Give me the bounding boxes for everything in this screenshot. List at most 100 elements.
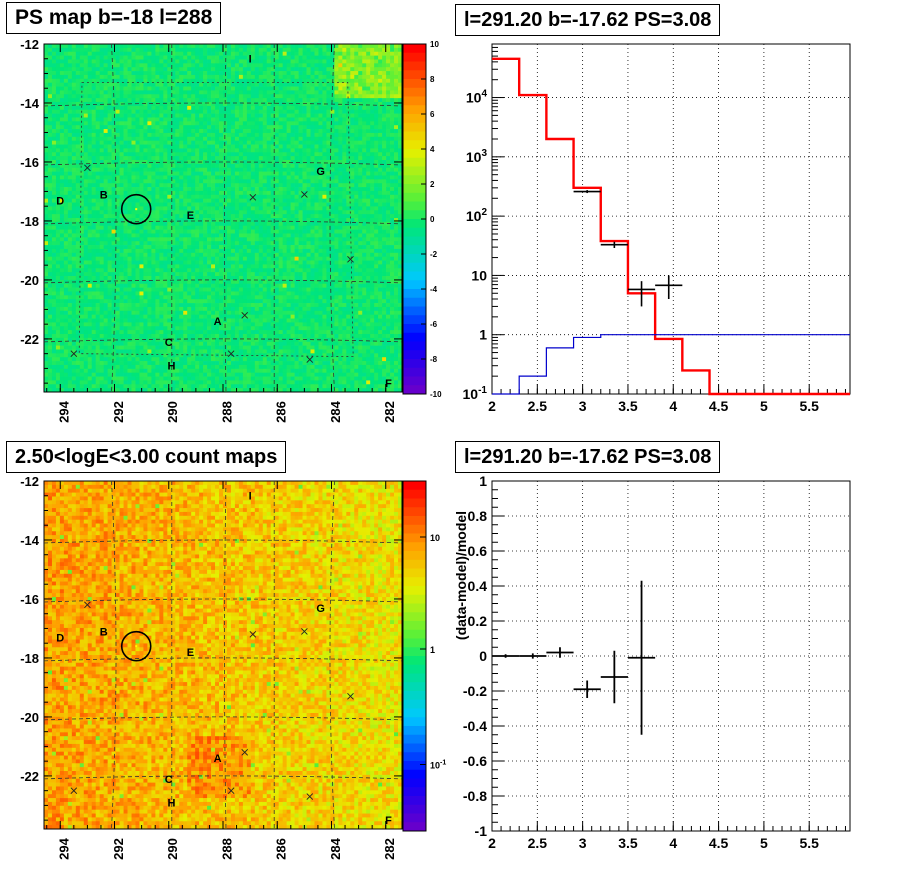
heatmap-cell	[120, 152, 124, 156]
heatmap-cell	[183, 380, 187, 384]
heatmap-cell	[135, 106, 139, 110]
heatmap-cell	[128, 90, 132, 94]
heatmap-cell	[215, 191, 219, 195]
heatmap-cell	[132, 342, 136, 346]
heatmap-cell	[255, 168, 259, 172]
heatmap-cell	[203, 203, 207, 207]
heatmap-cell	[147, 44, 151, 48]
heatmap-cell	[215, 114, 219, 118]
heatmap-cell	[147, 245, 151, 249]
heatmap-cell	[235, 52, 239, 56]
heatmap-cell	[104, 56, 108, 60]
heatmap-cell	[76, 148, 80, 152]
heatmap-cell	[203, 114, 207, 118]
heatmap-cell	[211, 133, 215, 137]
heatmap-cell	[132, 268, 136, 272]
heatmap-cell	[163, 322, 167, 326]
heatmap-cell	[100, 299, 104, 303]
heatmap-cell	[231, 218, 235, 222]
heatmap-cell	[139, 384, 143, 388]
heatmap-cell	[199, 322, 203, 326]
heatmap-cell	[143, 87, 147, 91]
heatmap-cell	[112, 114, 116, 118]
heatmap-cell	[56, 52, 60, 56]
heatmap-cell	[100, 361, 104, 365]
heatmap-cell	[231, 63, 235, 67]
heatmap-cell	[56, 377, 60, 381]
heatmap-cell	[263, 152, 267, 156]
heatmap-cell	[199, 48, 203, 52]
heatmap-cell	[207, 334, 211, 338]
heatmap-cell	[108, 117, 112, 121]
heatmap-cell	[179, 156, 183, 160]
heatmap-cell	[76, 48, 80, 52]
heatmap-cell	[92, 168, 96, 172]
heatmap-cell	[132, 71, 136, 75]
heatmap-cell	[84, 148, 88, 152]
heatmap-cell	[76, 172, 80, 176]
heatmap-cell	[128, 63, 132, 67]
heatmap-cell	[72, 291, 76, 295]
heatmap-cell	[251, 369, 255, 373]
heatmap-cell	[223, 230, 227, 234]
heatmap-cell	[191, 90, 195, 94]
heatmap-cell	[183, 125, 187, 129]
heatmap-cell	[179, 106, 183, 110]
heatmap-cell	[104, 311, 108, 315]
heatmap-cell	[60, 272, 64, 276]
heatmap-cell	[124, 110, 128, 114]
heatmap-cell	[211, 214, 215, 218]
heatmap-cell	[96, 276, 100, 280]
heatmap-cell	[223, 268, 227, 272]
heatmap-cell	[80, 164, 84, 168]
heatmap-cell	[112, 175, 116, 179]
heatmap-cell	[187, 145, 191, 149]
heatmap-cell	[259, 129, 263, 133]
heatmap-cell	[203, 56, 207, 60]
heatmap-cell	[88, 288, 92, 292]
heatmap-cell	[199, 63, 203, 67]
heatmap-cell	[199, 164, 203, 168]
heatmap-cell	[183, 148, 187, 152]
heatmap-cell	[84, 311, 88, 315]
heatmap-cell	[247, 361, 251, 365]
heatmap-cell	[203, 233, 207, 237]
heatmap-cell	[227, 257, 231, 261]
heatmap-cell	[143, 156, 147, 160]
heatmap-cell	[64, 377, 68, 381]
heatmap-cell	[175, 377, 179, 381]
heatmap-cell	[132, 210, 136, 214]
heatmap-cell	[116, 175, 120, 179]
heatmap-cell	[80, 52, 84, 56]
heatmap-cell	[92, 303, 96, 307]
heatmap-cell	[116, 63, 120, 67]
heatmap-cell	[100, 237, 104, 241]
heatmap-cell	[44, 59, 48, 63]
heatmap-cell	[235, 361, 239, 365]
heatmap-cell	[199, 330, 203, 334]
heatmap-cell	[88, 233, 92, 237]
heatmap-cell	[92, 148, 96, 152]
heatmap-cell	[104, 90, 108, 94]
heatmap-cell	[96, 349, 100, 353]
heatmap-cell	[219, 214, 223, 218]
heatmap-cell	[44, 187, 48, 191]
heatmap-cell	[219, 52, 223, 56]
heatmap-cell	[76, 241, 80, 245]
heatmap-cell	[215, 257, 219, 261]
heatmap-cell	[108, 311, 112, 315]
heatmap-cell	[151, 222, 155, 226]
heatmap-cell	[251, 264, 255, 268]
heatmap-cell	[179, 338, 183, 342]
heatmap-cell	[139, 203, 143, 207]
heatmap-cell	[56, 59, 60, 63]
heatmap-cell	[44, 168, 48, 172]
heatmap-cell	[124, 125, 128, 129]
heatmap-cell	[100, 156, 104, 160]
heatmap-cell	[255, 210, 259, 214]
heatmap-cell	[163, 245, 167, 249]
heatmap-cell	[132, 264, 136, 268]
heatmap-cell	[163, 59, 167, 63]
heatmap-cell	[92, 349, 96, 353]
heatmap-cell	[44, 183, 48, 187]
